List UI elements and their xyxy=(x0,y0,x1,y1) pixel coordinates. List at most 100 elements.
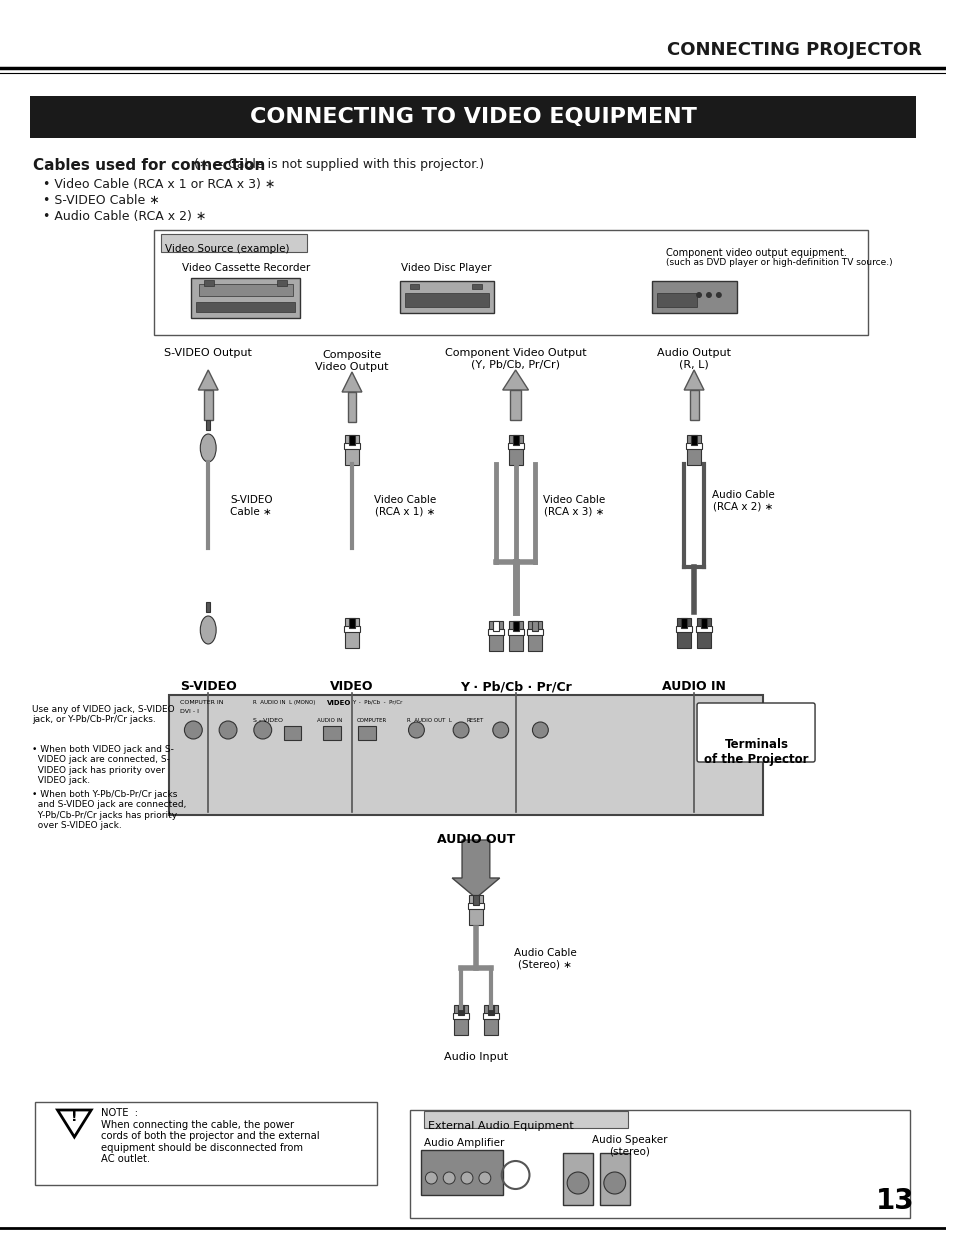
Bar xyxy=(347,391,356,422)
Bar xyxy=(507,629,523,635)
Text: Y · Pb/Cb · Pr/Cr: Y · Pb/Cb · Pr/Cr xyxy=(459,680,571,693)
Text: NOTE  :
When connecting the cable, the power
cords of both the projector and the: NOTE : When connecting the cable, the po… xyxy=(101,1108,319,1165)
Polygon shape xyxy=(342,372,361,391)
Bar xyxy=(685,443,701,450)
Bar xyxy=(599,1153,629,1205)
Text: • S-VIDEO Cable ∗: • S-VIDEO Cable ∗ xyxy=(43,194,159,207)
Circle shape xyxy=(184,721,202,739)
Circle shape xyxy=(705,291,711,298)
Bar xyxy=(508,621,522,651)
Text: • Audio Cable (RCA x 2) ∗: • Audio Cable (RCA x 2) ∗ xyxy=(43,210,206,224)
Bar xyxy=(457,1005,463,1015)
Text: R  AUDIO IN  L (MONO): R AUDIO IN L (MONO) xyxy=(253,700,314,705)
Bar xyxy=(409,284,419,289)
Text: (∗ = Cable is not supplied with this projector.): (∗ = Cable is not supplied with this pro… xyxy=(194,158,484,170)
Bar xyxy=(204,390,213,420)
Polygon shape xyxy=(198,370,218,390)
Bar xyxy=(421,1150,502,1195)
Bar xyxy=(399,282,494,312)
Bar xyxy=(512,435,518,445)
Text: 13: 13 xyxy=(875,1187,913,1215)
Bar xyxy=(508,435,522,466)
Bar xyxy=(276,280,286,287)
Circle shape xyxy=(443,1172,455,1184)
Bar xyxy=(487,629,503,635)
Text: Component Video Output
(Y, Pb/Cb, Pr/Cr): Component Video Output (Y, Pb/Cb, Pr/Cr) xyxy=(444,348,586,369)
Bar xyxy=(652,282,736,312)
Bar xyxy=(160,233,307,252)
Text: Composite
Video Output: Composite Video Output xyxy=(314,350,388,372)
Bar xyxy=(153,230,866,335)
Bar xyxy=(357,726,375,740)
Text: Audio Speaker
(stereo): Audio Speaker (stereo) xyxy=(591,1135,667,1157)
Text: (such as DVD player or high-definition TV source.): (such as DVD player or high-definition T… xyxy=(665,258,892,267)
Bar xyxy=(676,626,691,632)
Bar xyxy=(345,435,358,466)
Bar xyxy=(206,601,210,613)
Circle shape xyxy=(493,722,508,739)
Bar xyxy=(169,695,762,815)
Text: RESET: RESET xyxy=(465,718,483,722)
Bar xyxy=(345,618,358,648)
Circle shape xyxy=(453,722,469,739)
Bar xyxy=(689,390,698,420)
Bar xyxy=(30,96,915,138)
Circle shape xyxy=(408,722,424,739)
Bar xyxy=(454,1005,468,1035)
Bar xyxy=(507,443,523,450)
Circle shape xyxy=(696,291,701,298)
Bar xyxy=(424,1112,627,1128)
Bar xyxy=(409,1110,909,1218)
Polygon shape xyxy=(452,840,499,898)
Bar xyxy=(196,303,295,312)
Bar xyxy=(34,1102,376,1186)
Bar xyxy=(700,618,706,629)
Text: !: ! xyxy=(71,1110,77,1124)
Circle shape xyxy=(478,1172,490,1184)
Text: Audio Input: Audio Input xyxy=(443,1052,507,1062)
Polygon shape xyxy=(57,1110,91,1137)
FancyBboxPatch shape xyxy=(697,703,814,762)
Text: S-VIDEO: S-VIDEO xyxy=(180,680,236,693)
Text: External Audio Equipment: External Audio Equipment xyxy=(428,1121,574,1131)
Text: COMPUTER IN: COMPUTER IN xyxy=(180,700,224,705)
Bar xyxy=(532,621,537,631)
Bar xyxy=(323,726,341,740)
Circle shape xyxy=(532,722,548,739)
Bar xyxy=(468,903,483,909)
Bar xyxy=(206,420,210,430)
Text: AUDIO OUT: AUDIO OUT xyxy=(436,832,515,846)
Text: Video Disc Player: Video Disc Player xyxy=(400,263,491,273)
Bar xyxy=(453,1013,469,1019)
Bar xyxy=(473,895,478,905)
Bar xyxy=(349,618,355,629)
Text: Terminals
of the Projector: Terminals of the Projector xyxy=(703,739,808,766)
Bar xyxy=(344,443,359,450)
Bar xyxy=(488,621,502,651)
Text: CONNECTING PROJECTOR: CONNECTING PROJECTOR xyxy=(666,41,922,59)
Bar xyxy=(680,618,686,629)
Circle shape xyxy=(567,1172,588,1194)
Circle shape xyxy=(460,1172,473,1184)
Bar xyxy=(528,621,542,651)
Circle shape xyxy=(715,291,721,298)
Bar xyxy=(404,293,488,308)
Text: • When both Y-Pb/Cb-Pr/Cr jacks
  and S-VIDEO jack are connected,
  Y-Pb/Cb-Pr/C: • When both Y-Pb/Cb-Pr/Cr jacks and S-VI… xyxy=(31,790,186,830)
Bar xyxy=(493,621,498,631)
Text: Cables used for connection: Cables used for connection xyxy=(32,158,265,173)
Text: CONNECTING TO VIDEO EQUIPMENT: CONNECTING TO VIDEO EQUIPMENT xyxy=(250,107,696,127)
Bar xyxy=(487,1005,494,1015)
Text: Audio Cable
(Stereo) ∗: Audio Cable (Stereo) ∗ xyxy=(513,948,576,969)
Ellipse shape xyxy=(200,616,216,643)
Text: S - VIDEO: S - VIDEO xyxy=(253,718,282,722)
Bar xyxy=(677,618,690,648)
Bar xyxy=(527,629,543,635)
Text: Y  -  Pb/Cb  -  Pr/Cr: Y - Pb/Cb - Pr/Cr xyxy=(352,700,402,705)
Text: R  AUDIO OUT  L: R AUDIO OUT L xyxy=(406,718,451,722)
Bar xyxy=(657,293,697,308)
Text: COMPUTER: COMPUTER xyxy=(356,718,387,722)
Text: Video Source (example): Video Source (example) xyxy=(165,245,289,254)
Text: S-VIDEO
Cable ∗: S-VIDEO Cable ∗ xyxy=(230,495,273,516)
Bar xyxy=(696,626,711,632)
Bar xyxy=(697,618,710,648)
